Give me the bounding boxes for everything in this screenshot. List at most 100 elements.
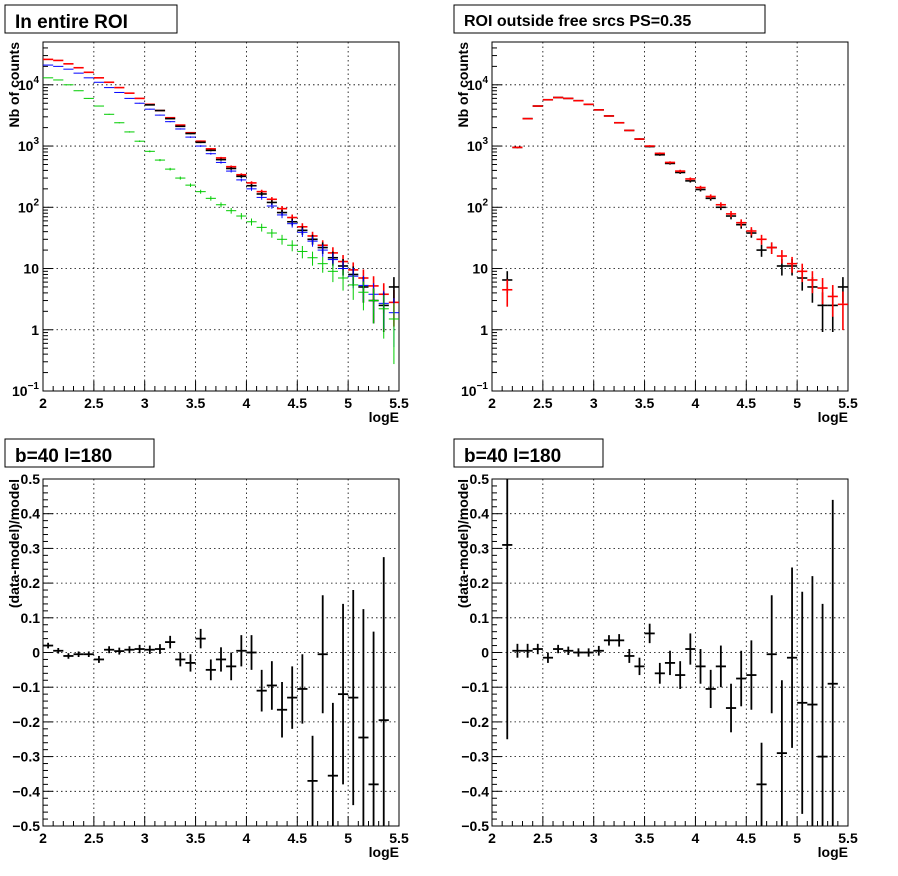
data-point	[338, 604, 348, 784]
x-tick-label: 2	[488, 830, 496, 846]
data-point	[726, 684, 736, 733]
series-1	[502, 97, 848, 332]
x-tick-label: 3.5	[635, 830, 655, 846]
data-point	[685, 633, 695, 664]
data-point	[114, 648, 124, 655]
data-point	[563, 647, 573, 655]
data-point	[175, 126, 185, 127]
x-axis-label: logE	[818, 409, 848, 425]
y-tick-label: 0.3	[470, 540, 490, 556]
data-point	[196, 190, 206, 194]
x-tick-label: 3.5	[635, 395, 655, 411]
x-tick-label: 3	[590, 830, 598, 846]
data-point	[307, 736, 317, 826]
y-axis-label: (data-model)/model	[455, 479, 471, 608]
data-point	[145, 104, 155, 105]
data-point	[226, 653, 236, 681]
y-tick-label: −0.1	[461, 679, 489, 695]
data-point	[512, 644, 522, 658]
data-point	[246, 184, 256, 188]
y-tick-label: −0.1	[12, 679, 40, 695]
y-tick-label: −0.3	[461, 749, 489, 765]
x-tick-label: 4.5	[288, 830, 308, 846]
y-tick-label: 1	[480, 322, 488, 338]
data-point	[175, 177, 185, 180]
data-point	[145, 646, 155, 654]
data-point	[307, 237, 317, 247]
data-point	[817, 604, 827, 826]
data-point	[523, 118, 533, 119]
data-point	[746, 640, 756, 709]
x-tick-label: 4.5	[288, 395, 308, 411]
data-point	[206, 659, 216, 680]
y-tick-label: 0.5	[21, 471, 41, 487]
x-tick-label: 4.5	[737, 830, 757, 846]
data-point	[624, 130, 634, 131]
data-point	[584, 104, 594, 105]
data-point	[543, 99, 553, 100]
y-tick-label: −0.4	[12, 783, 40, 799]
y-tick-label: 102	[467, 197, 489, 215]
data-point	[124, 98, 134, 99]
y-tick-label: 1	[31, 322, 39, 338]
data-point	[675, 661, 685, 689]
data-point	[716, 646, 726, 688]
data-point	[216, 202, 226, 207]
x-axis-label: logE	[369, 844, 399, 860]
y-tick-label: 103	[18, 136, 40, 154]
data-point	[165, 121, 175, 122]
data-point	[787, 257, 797, 273]
data-point	[43, 643, 53, 649]
data-point	[155, 115, 165, 116]
data-point	[196, 145, 206, 147]
data-point	[124, 131, 134, 132]
y-tick-label: 0.4	[470, 506, 490, 522]
data-point	[246, 635, 256, 670]
data-point	[257, 224, 267, 232]
series-1	[43, 59, 399, 326]
data-point	[165, 118, 175, 119]
data-point	[502, 479, 512, 739]
data-point	[155, 110, 165, 111]
x-tick-label: 4.5	[737, 395, 757, 411]
data-point	[777, 250, 787, 264]
data-point	[828, 500, 838, 826]
data-point	[155, 159, 165, 161]
x-tick-label: 4	[692, 395, 700, 411]
data-point	[767, 595, 777, 713]
data-point	[368, 288, 378, 323]
data-point	[756, 235, 766, 245]
data-point	[838, 292, 848, 331]
data-point	[94, 106, 104, 107]
data-point	[63, 85, 73, 86]
x-tick-label: 3	[141, 395, 149, 411]
data-point	[63, 653, 73, 659]
data-point	[236, 213, 246, 219]
data-point	[104, 114, 114, 115]
data-point	[817, 278, 827, 304]
data-point	[797, 592, 807, 814]
data-point	[807, 576, 817, 826]
data-point	[165, 636, 175, 648]
y-tick-label: −0.4	[461, 783, 489, 799]
data-point	[94, 656, 104, 663]
plot-frame	[492, 42, 848, 391]
y-tick-label: −0.3	[12, 749, 40, 765]
data-point	[196, 629, 206, 648]
x-tick-label: 2.5	[84, 395, 104, 411]
data-point	[226, 167, 236, 170]
data-point	[655, 152, 665, 154]
data-point	[135, 140, 145, 142]
y-tick-label: 0.1	[470, 610, 490, 626]
grid	[43, 42, 399, 391]
data-point	[175, 653, 185, 667]
data-point	[84, 651, 94, 657]
y-axis-label: Nb of counts	[6, 42, 22, 128]
x-tick-label: 4	[243, 395, 251, 411]
data-point	[246, 187, 256, 191]
data-point	[706, 670, 716, 708]
